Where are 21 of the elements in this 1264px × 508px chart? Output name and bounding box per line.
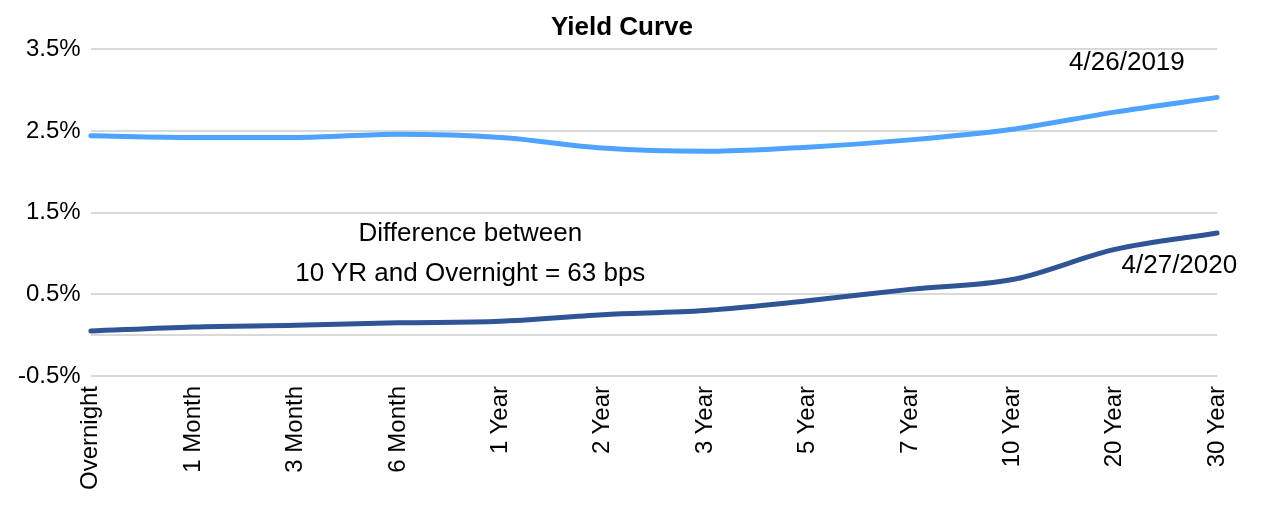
- y-tick-label: 0.5%: [25, 278, 81, 306]
- series-label: 4/27/2020: [1121, 249, 1238, 280]
- x-tick-label: 6 Month: [382, 385, 410, 473]
- x-tick-label: Overnight: [75, 385, 103, 491]
- x-tick-label: 30 Year: [1201, 385, 1229, 468]
- x-tick-label: 10 Year: [997, 385, 1025, 468]
- x-tick-label: 20 Year: [1099, 385, 1127, 468]
- x-tick-label: 1 Year: [484, 385, 512, 455]
- annotation: Difference between 10 YR and Overnight = 63 bps: [295, 216, 646, 287]
- y-tick-label: 3.5%: [25, 33, 81, 61]
- x-tick-label: 3 Month: [280, 385, 308, 473]
- y-tick-label: -0.5%: [17, 360, 81, 388]
- chart-title: Yield Curve: [550, 10, 694, 41]
- x-tick-label: 2 Year: [587, 385, 615, 455]
- x-tick-label: 1 Month: [177, 385, 205, 473]
- series-label: 4/26/2019: [1069, 45, 1185, 76]
- x-tick-label: 3 Year: [689, 385, 717, 455]
- x-tick-label: 5 Year: [792, 385, 820, 455]
- y-tick-label: 1.5%: [25, 197, 81, 225]
- x-tick-label: 7 Year: [894, 385, 922, 455]
- y-tick-label: 2.5%: [25, 115, 81, 143]
